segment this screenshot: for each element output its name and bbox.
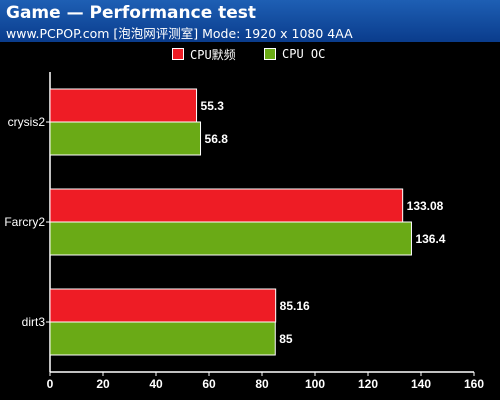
legend-item-series-1: CPU默频 xyxy=(172,47,236,62)
x-tick-label: 20 xyxy=(96,377,110,391)
data-label: 55.3 xyxy=(201,99,225,113)
legend-item-series-2: CPU OC xyxy=(264,47,325,61)
legend-label-series-1: CPU默频 xyxy=(190,47,236,62)
chart-title: Game — Performance test xyxy=(6,3,257,23)
data-label: 85.16 xyxy=(280,299,310,313)
category-label: crysis2 xyxy=(8,115,46,129)
bar xyxy=(49,221,412,256)
bar xyxy=(49,288,277,323)
x-tick-label: 60 xyxy=(202,377,216,391)
data-label: 85 xyxy=(279,332,293,346)
legend-label-series-2: CPU OC xyxy=(282,47,326,61)
bar xyxy=(49,88,198,123)
bar xyxy=(49,188,404,223)
category-label: Farcry2 xyxy=(4,215,45,229)
x-tick-label: 80 xyxy=(255,377,269,391)
legend-swatch-series-1 xyxy=(172,48,184,60)
category-label: dirt3 xyxy=(22,315,46,329)
chart-header: Game — Performance test www.PCPOP.com [泡… xyxy=(0,0,500,42)
bar xyxy=(49,321,276,356)
data-label: 136.4 xyxy=(415,232,445,246)
x-tick-label: 160 xyxy=(464,377,484,391)
legend-swatch-series-2 xyxy=(264,48,276,60)
bar xyxy=(49,121,202,156)
x-tick-label: 40 xyxy=(149,377,163,391)
chart-subtitle: www.PCPOP.com [泡泡网评测室] Mode: 1920 x 1080… xyxy=(6,26,353,41)
data-label: 56.8 xyxy=(205,132,229,146)
chart-legend: CPU默频 CPU OC xyxy=(0,44,500,64)
x-tick-label: 120 xyxy=(358,377,378,391)
data-label: 133.08 xyxy=(407,199,444,213)
x-tick-label: 100 xyxy=(305,377,325,391)
x-tick-label: 140 xyxy=(411,377,431,391)
x-tick-label: 0 xyxy=(47,377,54,391)
